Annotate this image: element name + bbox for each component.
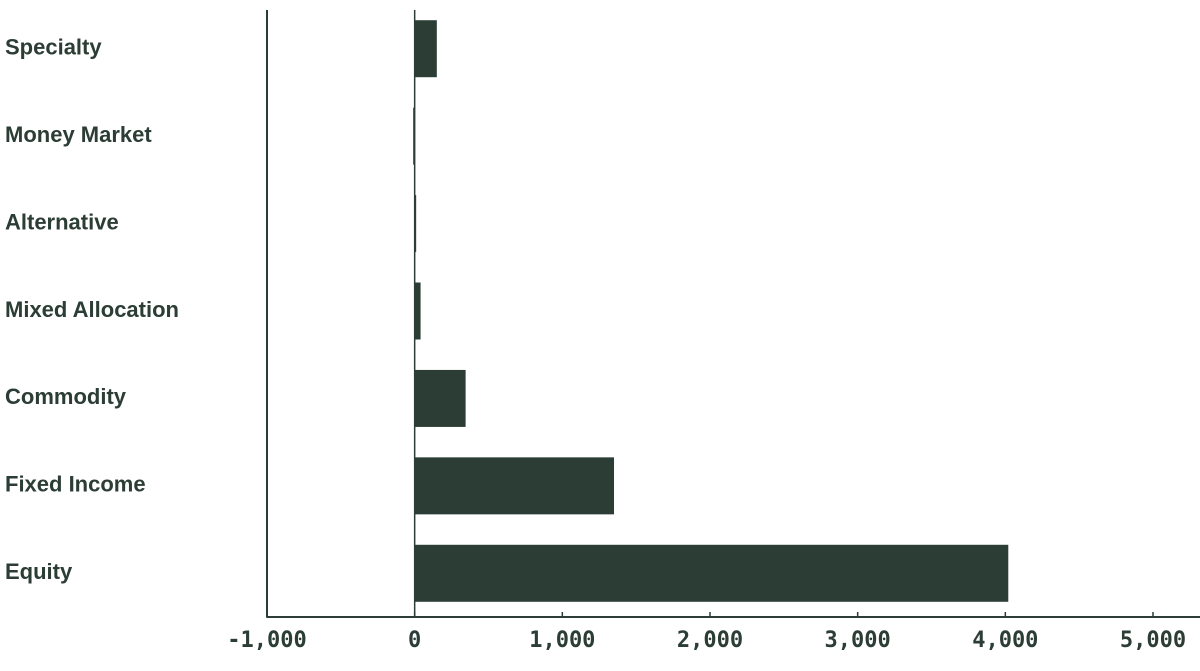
bar	[414, 369, 466, 427]
x-tick-label: 2,000	[677, 628, 743, 653]
bar	[414, 282, 421, 340]
bar	[414, 457, 615, 515]
x-tick-label: 0	[408, 628, 421, 653]
bar	[414, 544, 1009, 602]
category-label: Alternative	[5, 209, 119, 234]
x-tick-label: 5,000	[1120, 628, 1186, 653]
category-label: Mixed Allocation	[5, 297, 179, 322]
x-tick-label: 3,000	[825, 628, 891, 653]
category-label: Specialty	[5, 35, 102, 60]
x-tick-label: -1,000	[227, 628, 306, 653]
bar	[414, 20, 437, 78]
category-label: Money Market	[5, 122, 152, 147]
x-tick-label: 4,000	[972, 628, 1038, 653]
bar	[413, 107, 415, 165]
x-tick-label: 1,000	[529, 628, 595, 653]
category-label: Commodity	[5, 384, 127, 409]
bar	[414, 195, 417, 253]
category-label: Fixed Income	[5, 472, 146, 497]
category-label: Equity	[5, 559, 73, 584]
